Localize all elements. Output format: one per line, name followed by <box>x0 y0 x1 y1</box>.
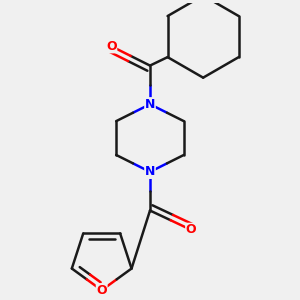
Text: N: N <box>145 98 155 111</box>
Text: O: O <box>96 284 107 297</box>
Text: N: N <box>145 165 155 178</box>
Text: O: O <box>186 223 196 236</box>
Text: O: O <box>106 40 117 53</box>
